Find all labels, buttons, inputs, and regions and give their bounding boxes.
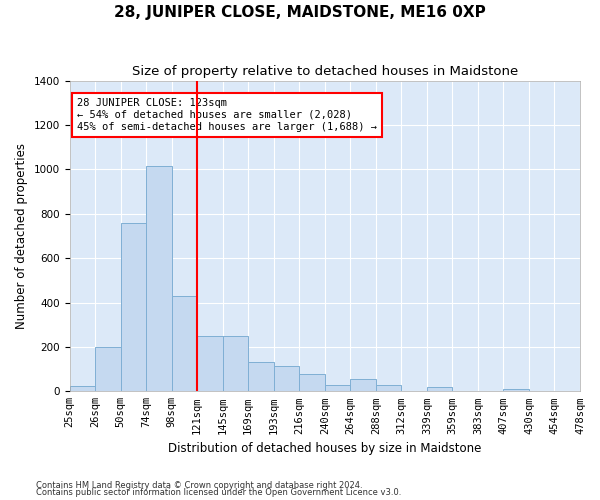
Bar (223, 336, 248, 392)
Bar (172, 296, 197, 392)
Text: 28 JUNIPER CLOSE: 123sqm
← 54% of detached houses are smaller (2,028)
45% of sem: 28 JUNIPER CLOSE: 123sqm ← 54% of detach… (77, 98, 377, 132)
Bar (95, 347, 121, 392)
Bar (274, 366, 299, 392)
Bar (146, 166, 172, 392)
Bar (299, 374, 325, 392)
Bar (70, 386, 95, 392)
Y-axis label: Number of detached properties: Number of detached properties (15, 143, 28, 329)
Bar (121, 222, 146, 392)
Bar (427, 387, 452, 392)
Bar (376, 384, 401, 392)
Text: Contains public sector information licensed under the Open Government Licence v3: Contains public sector information licen… (36, 488, 401, 497)
Title: Size of property relative to detached houses in Maidstone: Size of property relative to detached ho… (131, 65, 518, 78)
Text: 28, JUNIPER CLOSE, MAIDSTONE, ME16 0XP: 28, JUNIPER CLOSE, MAIDSTONE, ME16 0XP (114, 5, 486, 20)
Bar (350, 379, 376, 392)
Bar (325, 384, 350, 392)
Bar (248, 362, 274, 392)
Text: Contains HM Land Registry data © Crown copyright and database right 2024.: Contains HM Land Registry data © Crown c… (36, 480, 362, 490)
X-axis label: Distribution of detached houses by size in Maidstone: Distribution of detached houses by size … (168, 442, 481, 455)
Bar (503, 389, 529, 392)
Bar (197, 336, 223, 392)
